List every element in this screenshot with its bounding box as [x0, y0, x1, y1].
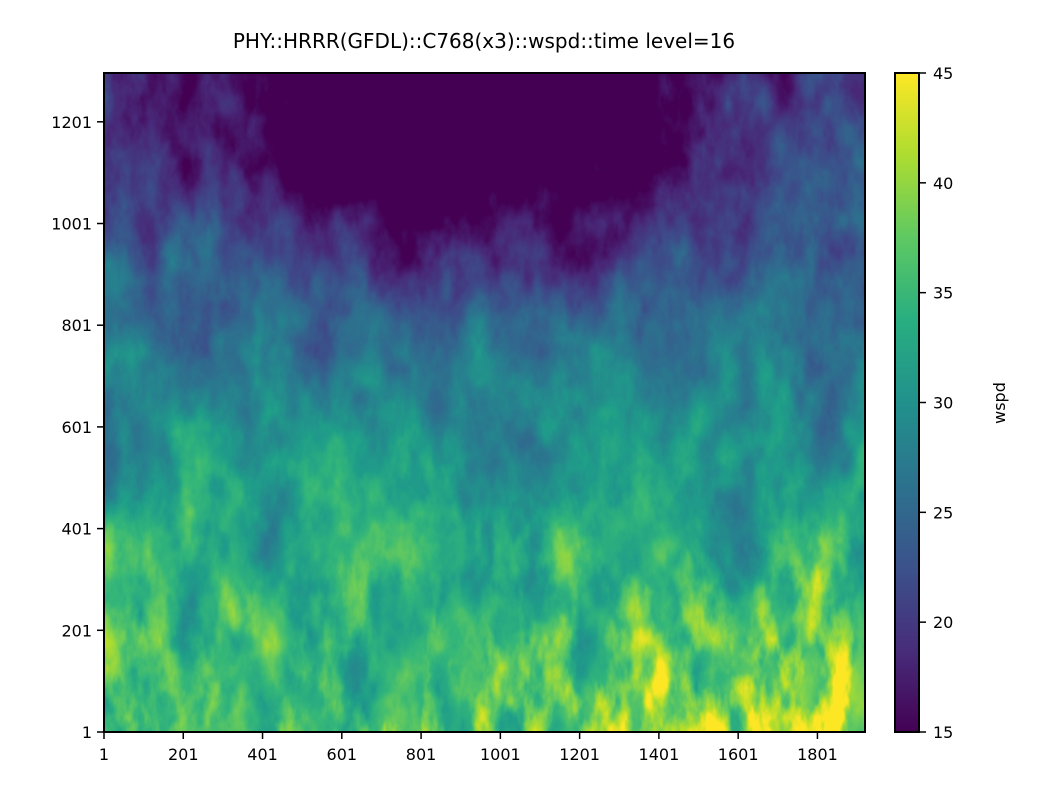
heatmap-field: [104, 73, 865, 732]
y-tick-label: 401: [61, 520, 92, 539]
colorbar-tick-label: 25: [933, 503, 953, 522]
y-tick-label: 1: [82, 723, 92, 742]
colorbar-tick-label: 20: [933, 613, 953, 632]
x-axis: 1 201 401 601 801 1001 1201 1401 1601 1801: [99, 732, 838, 764]
colorbar-tick-label: 30: [933, 394, 953, 413]
x-tick-label: 1001: [480, 745, 521, 764]
plot-frame: [103, 72, 866, 733]
x-tick-label: 1401: [639, 745, 680, 764]
x-tick-label: 1: [99, 745, 109, 764]
y-tick-label: 1001: [51, 215, 92, 234]
x-tick-label: 1801: [797, 745, 838, 764]
x-tick-label: 401: [247, 745, 278, 764]
y-tick-label: 1201: [51, 113, 92, 132]
x-tick-label: 1601: [718, 745, 759, 764]
x-tick-label: 601: [327, 745, 358, 764]
colorbar-tick-label: 35: [933, 284, 953, 303]
chart-title: PHY::HRRR(GFDL)::C768(x3)::wspd::time le…: [233, 29, 735, 53]
colorbar: [895, 73, 919, 732]
y-tick-label: 601: [61, 418, 92, 437]
x-tick-label: 801: [406, 745, 437, 764]
x-tick-label: 1201: [559, 745, 600, 764]
colorbar-tick-label: 15: [933, 723, 953, 742]
colorbar-label: wspd: [990, 382, 1009, 424]
x-tick-label: 201: [168, 745, 199, 764]
y-tick-label: 801: [61, 316, 92, 335]
colorbar-tick-label: 45: [933, 64, 953, 83]
colorbar-axis: 15 20 25 30 35 40 45: [919, 64, 953, 742]
colorbar-tick-label: 40: [933, 174, 953, 193]
y-tick-label: 201: [61, 621, 92, 640]
